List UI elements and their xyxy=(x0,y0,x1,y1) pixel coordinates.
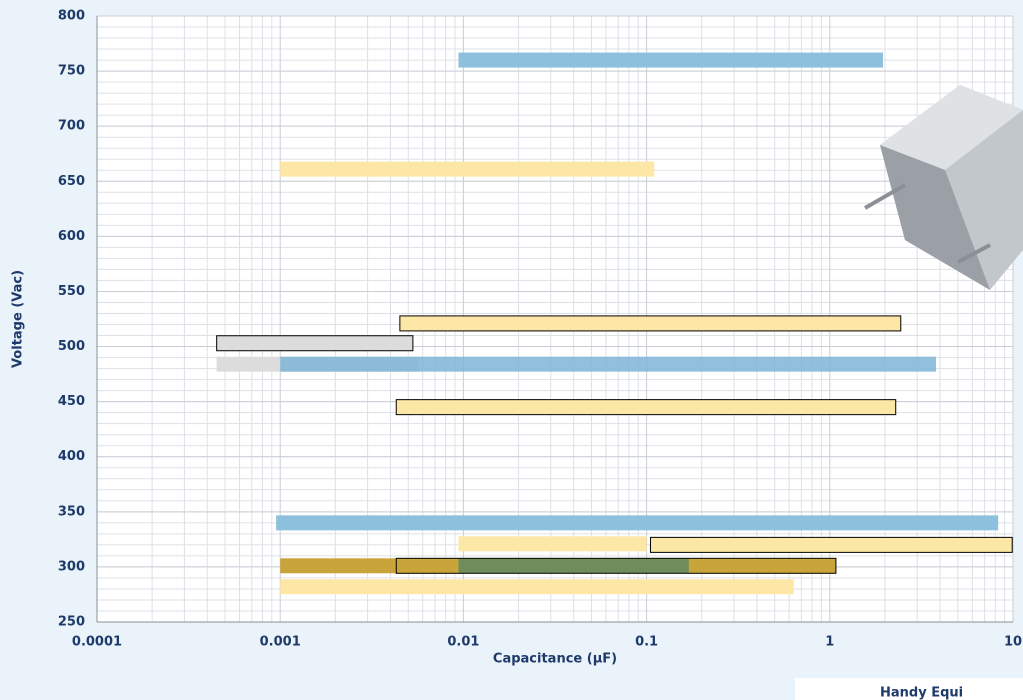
x-tick-label: 0.1 xyxy=(635,635,658,650)
x-axis-title: Capacitance (μF) xyxy=(493,652,617,667)
range-bar xyxy=(458,558,689,574)
y-tick-label: 250 xyxy=(58,615,85,630)
x-tick-label: 1 xyxy=(825,635,834,650)
footer-box xyxy=(795,678,1023,700)
x-tick-label: 0.0001 xyxy=(72,635,122,650)
range-bar xyxy=(458,536,647,552)
product-photo xyxy=(864,85,1023,290)
y-tick-label: 450 xyxy=(58,394,85,409)
y-axis-title: Voltage (Vac) xyxy=(11,270,26,368)
y-tick-label: 750 xyxy=(58,64,85,79)
range-bar xyxy=(649,536,1013,553)
footer-text: Handy Equi xyxy=(880,686,963,700)
y-tick-label: 600 xyxy=(58,229,85,244)
range-bar xyxy=(399,315,902,332)
y-tick-label: 400 xyxy=(58,449,85,464)
range-bar xyxy=(216,335,414,352)
y-tick-label: 350 xyxy=(58,504,85,519)
y-tick-label: 700 xyxy=(58,119,85,134)
bars xyxy=(216,52,1013,595)
x-tick-label: 0.001 xyxy=(260,635,301,650)
x-tick-label: 10 xyxy=(1004,635,1022,650)
range-bar xyxy=(276,515,999,531)
y-tick-label: 300 xyxy=(58,559,85,574)
range-bar xyxy=(395,399,897,416)
x-tick-label: 0.01 xyxy=(447,635,479,650)
range-bar xyxy=(280,579,794,595)
y-tick-label: 500 xyxy=(58,339,85,354)
range-bar xyxy=(280,356,937,372)
range-bar xyxy=(395,557,837,574)
y-tick-label: 650 xyxy=(58,174,85,189)
y-tick-label: 550 xyxy=(58,284,85,299)
y-tick-label: 800 xyxy=(58,9,85,24)
range-bar xyxy=(280,161,655,177)
range-bar xyxy=(458,52,883,68)
